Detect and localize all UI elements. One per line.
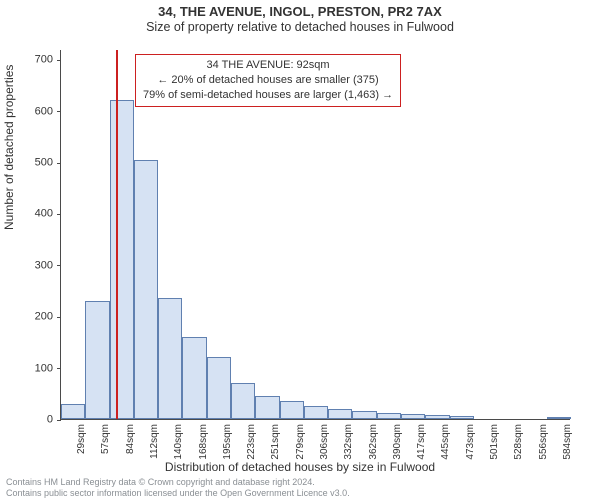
y-tick-label: 700 bbox=[13, 55, 53, 66]
footnote-line-1: Contains HM Land Registry data © Crown c… bbox=[6, 477, 350, 487]
y-tick-label: 100 bbox=[13, 363, 53, 374]
histogram-bar bbox=[231, 383, 255, 419]
y-tick-label: 500 bbox=[13, 158, 53, 169]
histogram-bar bbox=[401, 414, 425, 419]
histogram-bar bbox=[450, 416, 474, 419]
footnote-line-2: Contains public sector information licen… bbox=[6, 488, 350, 498]
property-marker-line bbox=[116, 50, 118, 419]
histogram-bar bbox=[280, 401, 304, 419]
legend-line-1: 34 THE AVENUE: 92sqm bbox=[143, 58, 393, 73]
histogram-bar bbox=[61, 404, 85, 419]
histogram-bar bbox=[182, 337, 206, 419]
histogram-bar bbox=[158, 298, 182, 419]
histogram-bar bbox=[85, 301, 109, 419]
y-tick-label: 400 bbox=[13, 209, 53, 220]
histogram-bar bbox=[547, 417, 571, 419]
histogram-bar bbox=[207, 357, 231, 419]
footnote: Contains HM Land Registry data © Crown c… bbox=[0, 477, 350, 498]
y-tick-label: 200 bbox=[13, 312, 53, 323]
y-axis-label: Number of detached properties bbox=[2, 65, 16, 230]
histogram-bar bbox=[304, 406, 328, 419]
y-tick-label: 600 bbox=[13, 106, 53, 117]
histogram-bar bbox=[352, 411, 376, 419]
histogram-bar bbox=[377, 413, 401, 419]
title-sub: Size of property relative to detached ho… bbox=[0, 19, 600, 34]
histogram-bar bbox=[328, 409, 352, 419]
histogram-bar bbox=[134, 160, 158, 420]
x-axis-label: Distribution of detached houses by size … bbox=[0, 460, 600, 474]
y-tick-label: 0 bbox=[13, 415, 53, 426]
histogram-bar bbox=[255, 396, 279, 419]
chart-area: 010020030040050060070029sqm57sqm84sqm112… bbox=[60, 50, 570, 420]
marker-legend: 34 THE AVENUE: 92sqm ← 20% of detached h… bbox=[135, 54, 401, 107]
histogram-bar bbox=[425, 415, 449, 419]
histogram-bar bbox=[110, 100, 134, 419]
title-main: 34, THE AVENUE, INGOL, PRESTON, PR2 7AX bbox=[0, 0, 600, 19]
y-tick-label: 300 bbox=[13, 260, 53, 271]
legend-line-2: ← 20% of detached houses are smaller (37… bbox=[143, 73, 393, 88]
legend-line-3: 79% of semi-detached houses are larger (… bbox=[143, 88, 393, 103]
